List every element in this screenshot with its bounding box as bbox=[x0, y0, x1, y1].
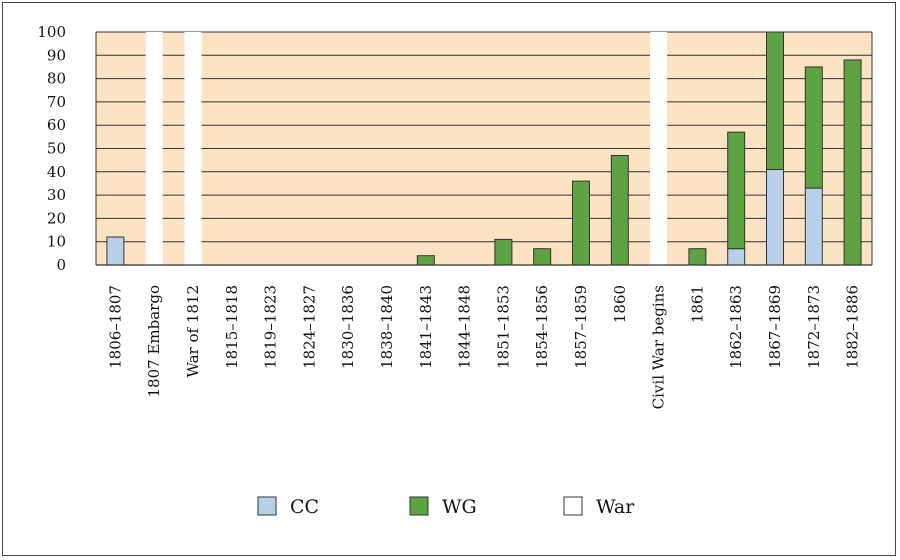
bar-war-1 bbox=[145, 32, 163, 265]
x-tick-label: 1882–1886 bbox=[844, 285, 862, 369]
x-tick-label: 1830–1836 bbox=[339, 285, 357, 369]
bar-cc-17 bbox=[766, 168, 784, 266]
bar-wg-13 bbox=[610, 154, 629, 266]
bar-wg-18 bbox=[804, 66, 823, 189]
bar-war-2 bbox=[184, 32, 202, 265]
bar-wg-12 bbox=[572, 180, 590, 266]
y-tick-label: 40 bbox=[47, 163, 66, 181]
bar-wg-16 bbox=[727, 131, 746, 250]
bar-wg-19 bbox=[843, 59, 862, 266]
x-tick-label: 1862–1863 bbox=[727, 285, 745, 369]
x-tick-label: 1854–1856 bbox=[533, 285, 551, 369]
x-tick-labels: 1806–1807 1807 Embargo War of 1812 1815–181… bbox=[106, 285, 861, 409]
legend-swatch-war bbox=[563, 496, 583, 516]
bar-war-14 bbox=[650, 32, 668, 265]
x-tick-label: 1838–1840 bbox=[378, 285, 396, 369]
legend-label-wg: WG bbox=[442, 496, 477, 518]
x-tick-label: 1819–1823 bbox=[262, 285, 280, 369]
x-tick-label: War of 1812 bbox=[184, 285, 202, 378]
bars bbox=[106, 31, 862, 266]
y-tick-label: 70 bbox=[47, 93, 66, 111]
y-tick-label: 90 bbox=[47, 46, 66, 64]
y-tick-label: 60 bbox=[47, 116, 66, 134]
y-tick-labels: 0 10 20 30 40 50 60 70 80 90 100 bbox=[37, 23, 66, 274]
y-tick-label: 0 bbox=[56, 256, 66, 274]
bar-cc-18 bbox=[804, 187, 823, 266]
y-tick-label: 80 bbox=[47, 70, 66, 88]
legend: CC WG War bbox=[257, 496, 635, 518]
bar-cc-16 bbox=[727, 248, 746, 266]
legend-swatch-wg bbox=[409, 496, 429, 516]
x-tick-label: 1841–1843 bbox=[417, 285, 435, 369]
x-tick-label: 1824–1827 bbox=[300, 285, 318, 369]
y-tick-label: 50 bbox=[47, 140, 66, 158]
x-tick-label: 1872–1873 bbox=[805, 285, 823, 369]
x-tick-label: 1815–1818 bbox=[223, 285, 241, 369]
x-tick-label: 1861 bbox=[688, 285, 706, 323]
y-tick-label: 30 bbox=[47, 186, 66, 204]
x-tick-label: 1851–1853 bbox=[494, 285, 512, 369]
y-tick-label: 10 bbox=[47, 233, 66, 251]
x-tick-label: 1806–1807 bbox=[106, 285, 124, 369]
legend-swatch-cc bbox=[257, 496, 277, 516]
x-tick-label: 1844–1848 bbox=[456, 285, 474, 369]
legend-label-war: War bbox=[596, 496, 635, 518]
x-tick-label: Civil War begins bbox=[650, 285, 668, 409]
x-tick-label: 1857–1859 bbox=[572, 285, 590, 369]
bar-wg-8 bbox=[416, 255, 435, 266]
y-tick-label: 20 bbox=[47, 209, 66, 227]
axes bbox=[95, 32, 873, 266]
x-tick-label: 1860 bbox=[611, 285, 629, 323]
x-tick-label: 1807 Embargo bbox=[145, 285, 163, 397]
bar-wg-15 bbox=[688, 248, 707, 266]
x-tick-label: 1867–1869 bbox=[766, 285, 784, 369]
legend-label-cc: CC bbox=[290, 496, 319, 518]
y-tick-label: 100 bbox=[37, 23, 66, 41]
bar-wg-17 bbox=[766, 31, 784, 170]
bar-cc-0 bbox=[106, 236, 125, 266]
bar-wg-10 bbox=[494, 238, 513, 266]
bar-wg-11 bbox=[533, 248, 552, 266]
